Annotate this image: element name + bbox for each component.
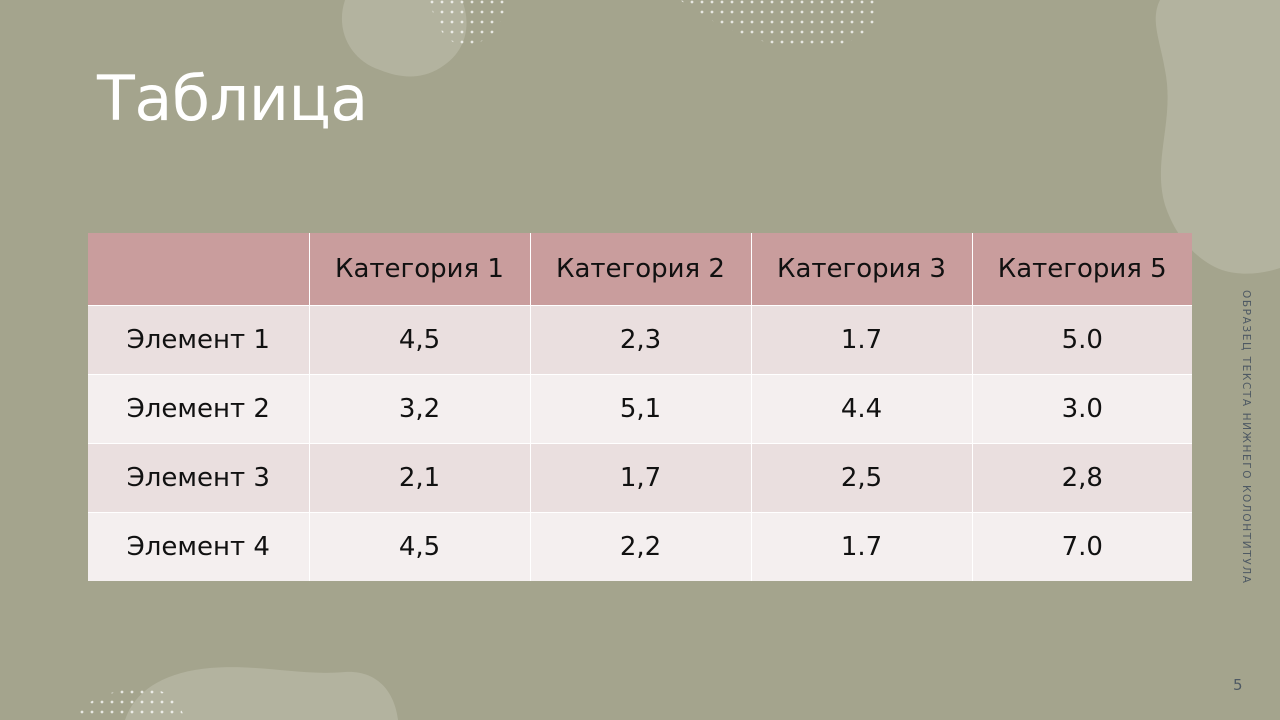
row-label-cell: Элемент 2 bbox=[88, 374, 309, 444]
table-cell: 5.0 bbox=[971, 305, 1192, 375]
table-cell: 2,3 bbox=[529, 305, 751, 375]
row-label-cell: Элемент 1 bbox=[88, 305, 309, 375]
page-number: 5 bbox=[1233, 676, 1243, 694]
slide-title: Таблица bbox=[97, 62, 368, 135]
data-table: Категория 1 Категория 2 Категория 3 Кате… bbox=[88, 233, 1192, 581]
table-cell: 1.7 bbox=[750, 305, 972, 375]
table-cell: 5,1 bbox=[529, 374, 751, 444]
table-header-cell: Категория 3 bbox=[750, 233, 972, 306]
row-label-cell: Элемент 3 bbox=[88, 443, 309, 513]
table-cell: 7.0 bbox=[971, 512, 1192, 581]
row-label-cell: Элемент 4 bbox=[88, 512, 309, 581]
table-header-cell: Категория 1 bbox=[308, 233, 530, 306]
table-cell: 3,2 bbox=[308, 374, 530, 444]
bottom-blob-shape bbox=[125, 667, 398, 720]
footer-text: ОБРАЗЕЦ ТЕКСТА НИЖНЕГО КОЛОНТИТУЛА bbox=[1240, 290, 1252, 585]
table-cell: 4.4 bbox=[750, 374, 972, 444]
table-header-cell: Категория 5 bbox=[971, 233, 1192, 306]
table-header-cell: Категория 2 bbox=[529, 233, 751, 306]
table-header-row: Категория 1 Категория 2 Категория 3 Кате… bbox=[88, 233, 1192, 306]
table-row: Элемент 4 4,5 2,2 1.7 7.0 bbox=[88, 512, 1192, 581]
table-row: Элемент 1 4,5 2,3 1.7 5.0 bbox=[88, 305, 1192, 375]
table-row: Элемент 2 3,2 5,1 4.4 3.0 bbox=[88, 374, 1192, 444]
top-dots-pattern-right bbox=[680, 0, 880, 49]
table-cell: 2,1 bbox=[308, 443, 530, 513]
top-dots-pattern bbox=[430, 0, 505, 46]
table-row: Элемент 3 2,1 1,7 2,5 2,8 bbox=[88, 443, 1192, 513]
table-cell: 3.0 bbox=[971, 374, 1192, 444]
bottom-dots-pattern bbox=[70, 687, 185, 720]
table-cell: 2,2 bbox=[529, 512, 751, 581]
table-cell: 2,5 bbox=[750, 443, 972, 513]
table-cell: 2,8 bbox=[971, 443, 1192, 513]
table-cell: 1.7 bbox=[750, 512, 972, 581]
table-header-cell bbox=[88, 233, 309, 306]
table-cell: 4,5 bbox=[308, 305, 530, 375]
table-cell: 1,7 bbox=[529, 443, 751, 513]
table-cell: 4,5 bbox=[308, 512, 530, 581]
